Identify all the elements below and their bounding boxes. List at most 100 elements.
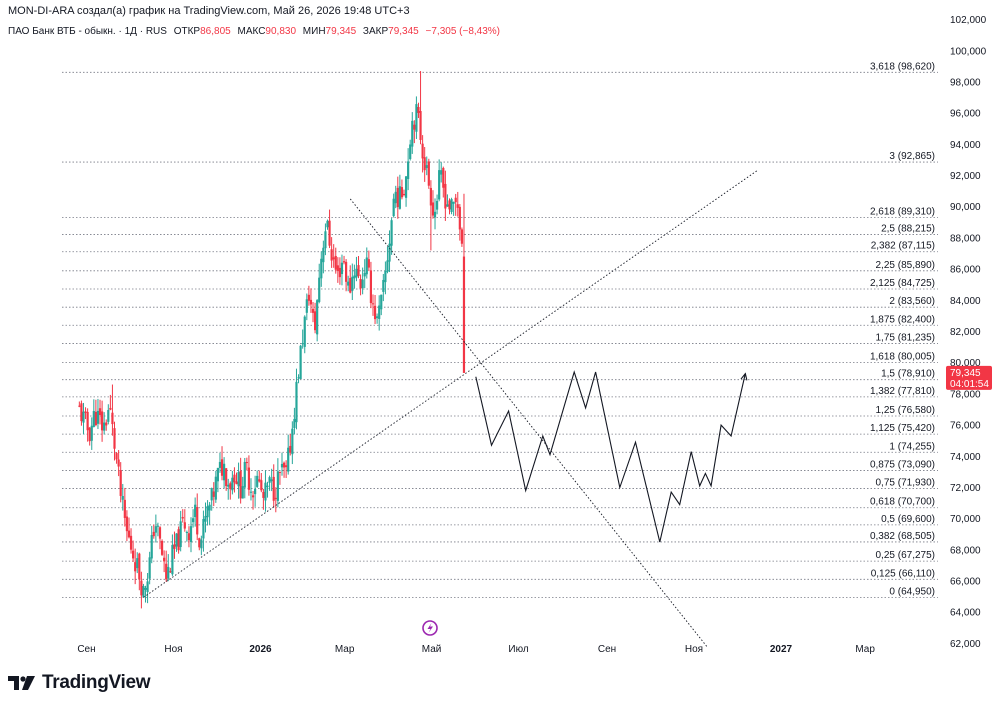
candle-body <box>129 535 133 550</box>
candle-body <box>235 481 238 485</box>
candle-body <box>396 187 399 208</box>
fib-level-label: 2,25 (85,890) <box>876 260 936 271</box>
price-tick-label: 88,000 <box>950 233 981 244</box>
candle-body <box>367 259 370 268</box>
candle-body <box>262 491 265 498</box>
price-axis[interactable]: 102,000 100,000 98,000 96,000 94,000 92,000 90… <box>950 15 987 650</box>
candle-body <box>82 411 85 423</box>
author-line: MON-DI-ARA создал(а) график на TradingVi… <box>8 5 410 17</box>
candle-body <box>239 470 242 499</box>
candle-body <box>144 587 147 590</box>
candle-body <box>382 279 385 292</box>
candle-body <box>251 495 255 498</box>
candle-body <box>305 299 308 313</box>
candle-body <box>148 557 151 579</box>
candle-body <box>417 106 420 113</box>
candle-body <box>332 257 335 260</box>
price-tick-label: 70,000 <box>950 514 981 525</box>
candle-body <box>181 517 184 519</box>
candle-body <box>313 311 317 331</box>
candle-body <box>378 305 381 319</box>
candle-body <box>452 201 455 204</box>
candle-body <box>421 143 424 159</box>
fib-level-label: 2,618 (89,310) <box>870 206 935 217</box>
tradingview-logo-icon <box>8 676 35 690</box>
candle-body <box>179 521 182 548</box>
rising-trendline[interactable] <box>143 170 758 598</box>
candle-body <box>165 563 168 580</box>
candle-body <box>349 278 352 293</box>
candle-body <box>117 459 120 467</box>
candle-body <box>202 519 205 539</box>
last-price-badge: 79,345 04:01:54 <box>946 365 992 390</box>
candle-body <box>134 562 137 572</box>
candle-body <box>123 499 126 518</box>
candle-body <box>409 144 412 160</box>
candle-body <box>90 425 93 441</box>
symbol-legend[interactable]: ПАО Банк ВТБ - обыкн. · 1Д · RUS ОТКР86,… <box>8 26 500 37</box>
candle-body <box>212 491 215 497</box>
candle-body <box>390 220 393 246</box>
candle-body <box>125 516 129 532</box>
price-tick-label: 92,000 <box>950 171 981 182</box>
candle-body <box>311 308 315 313</box>
time-tick-label: Мар <box>335 644 355 655</box>
candle-body <box>237 472 240 487</box>
fib-level-label: 0,125 (66,110) <box>871 568 935 579</box>
candle-body <box>427 161 430 186</box>
falling-trendline[interactable] <box>349 198 708 647</box>
candle-body <box>301 343 304 345</box>
candle-body <box>127 530 131 538</box>
candle-body <box>140 580 143 596</box>
fib-level-label: 2 (83,560) <box>889 296 935 307</box>
candle-body <box>454 197 457 203</box>
fib-extension-layer: 3,618 (98,620) 3 (92,865) 2,618 (89,310) 2,… <box>62 61 938 598</box>
candle-body <box>84 411 87 413</box>
price-tick-label: 86,000 <box>950 265 981 276</box>
candles-layer <box>78 71 466 609</box>
candle-body <box>280 463 284 468</box>
candle-body <box>88 427 91 442</box>
candle-body <box>100 411 104 431</box>
candle-body <box>435 200 439 210</box>
close-label: ЗАКР <box>362 26 389 37</box>
time-axis[interactable]: Сен Ноя 2026 Мар Май Июл Сен Ноя 2027 Мар <box>77 644 875 655</box>
candle-body <box>204 515 207 522</box>
candle-body <box>142 586 145 597</box>
change-value: −7,305 (−8,43%) <box>425 26 501 37</box>
fib-level-label: 0 (64,950) <box>889 586 935 597</box>
candle-body <box>156 525 160 527</box>
price-tick-label: 100,000 <box>950 46 987 57</box>
price-tick-label: 78,000 <box>950 389 981 400</box>
fib-level-label: 0,875 (73,090) <box>870 459 935 470</box>
candle-body <box>154 526 157 533</box>
candle-body <box>272 476 275 501</box>
footer-brand[interactable]: TradingView <box>8 672 151 694</box>
flash-icon[interactable] <box>422 620 438 636</box>
symbol-name[interactable]: ПАО Банк ВТБ - обыкн. · 1Д · RUS <box>8 26 167 37</box>
candle-body <box>438 170 441 200</box>
candle-body <box>460 229 464 244</box>
candle-body <box>167 566 170 579</box>
candle-body <box>220 459 224 476</box>
open-value: 86,805 <box>200 26 231 37</box>
low-value: 79,345 <box>325 26 357 37</box>
candle-body <box>266 485 269 487</box>
candle-body <box>175 533 178 547</box>
fib-level-label: 0,5 (69,600) <box>881 514 935 525</box>
candle-body <box>392 198 395 217</box>
candle-body <box>429 187 432 206</box>
projection-path[interactable] <box>475 370 746 543</box>
candle-body <box>318 277 321 302</box>
candle-body <box>113 428 116 449</box>
fib-level-label: 1,75 (81,235) <box>876 332 936 343</box>
fib-level-label: 1,618 (80,005) <box>870 352 935 363</box>
candle-body <box>357 265 360 277</box>
brand-name: TradingView <box>42 672 151 693</box>
candle-body <box>330 249 333 261</box>
price-tick-label: 76,000 <box>950 421 981 432</box>
candle-body <box>169 571 172 573</box>
candle-body <box>338 267 341 278</box>
candle-body <box>365 257 368 275</box>
